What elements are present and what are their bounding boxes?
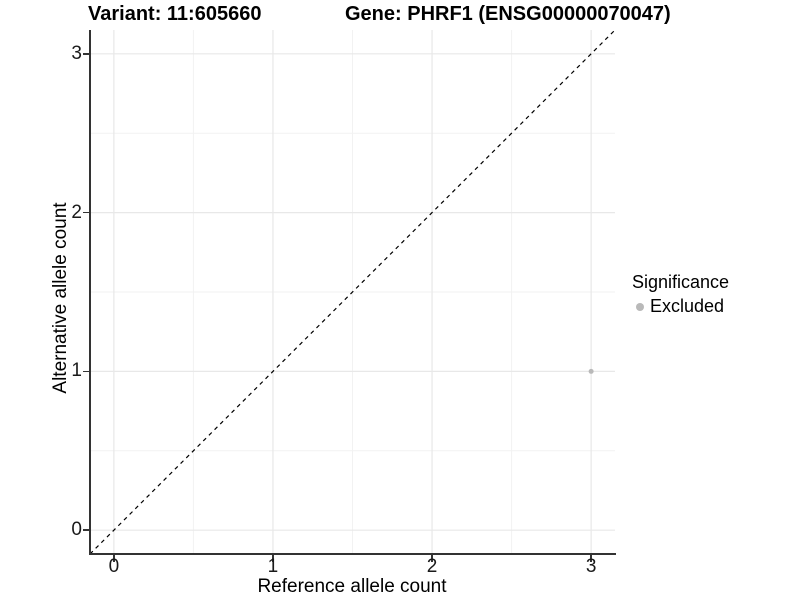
y-tick-label: 3 (71, 42, 82, 64)
x-axis-line (89, 553, 616, 555)
x-tick-label: 3 (585, 556, 597, 577)
identity-reference-line (89, 29, 616, 555)
legend-title: Significance (632, 272, 730, 292)
x-tick-mark (113, 555, 115, 562)
plot-area-svg (89, 29, 616, 555)
x-axis-title: Reference allele count (257, 576, 447, 597)
plot-panel (89, 29, 616, 555)
y-tick-label: 1 (71, 360, 82, 382)
y-tick-mark (83, 529, 90, 531)
y-axis-line (89, 30, 91, 555)
legend-item-excluded: Excluded (636, 296, 729, 317)
y-tick-mark (83, 211, 90, 214)
x-tick-label: 1 (267, 556, 279, 577)
plot-title-gene: Gene: PHRF1 (ENSG00000070047) (345, 3, 671, 25)
x-tick-mark (431, 555, 433, 562)
x-tick-mark (590, 555, 592, 562)
x-tick-label: 2 (426, 556, 438, 577)
x-tick-mark (272, 555, 274, 562)
y-tick-label: 0 (71, 519, 82, 541)
y-tick-mark (83, 370, 90, 373)
plot-title-variant: Variant: 11:605660 (88, 3, 262, 25)
x-tick-label: 0 (108, 556, 120, 577)
y-tick-label: 2 (71, 201, 82, 223)
legend-item-label: Excluded (650, 296, 725, 316)
y-axis-title: Alternative allele count (50, 202, 71, 394)
legend: Significance Excluded (630, 272, 729, 317)
y-tick-mark (83, 53, 90, 55)
legend-point-icon (636, 302, 644, 311)
data-point (588, 368, 594, 374)
